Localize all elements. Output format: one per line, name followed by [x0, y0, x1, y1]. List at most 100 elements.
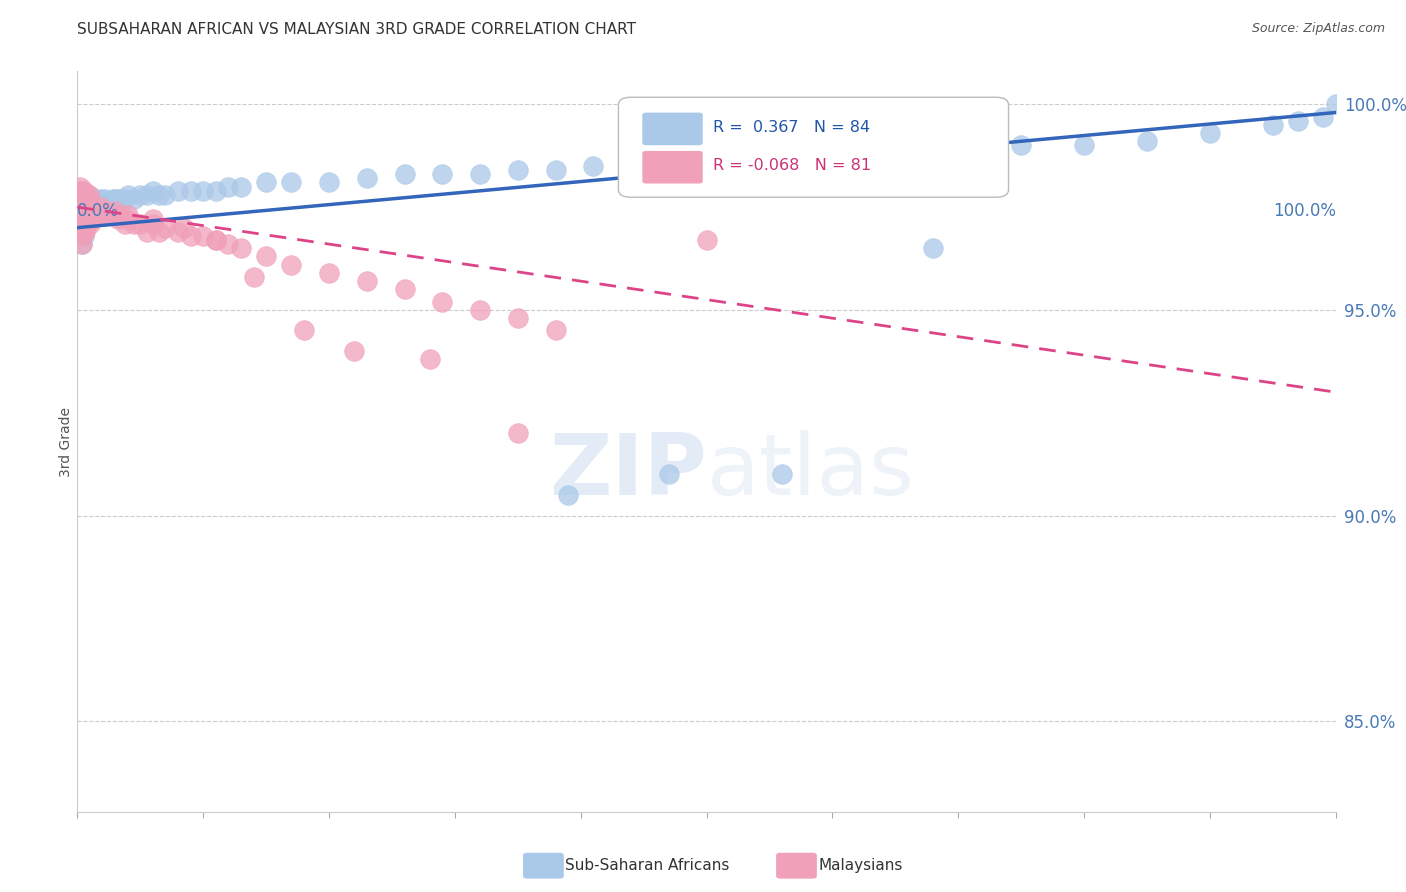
Point — [72, 217, 94, 231]
Point — [155, 220, 177, 235]
Point — [104, 204, 127, 219]
Point — [79, 217, 101, 231]
Point — [70, 228, 93, 243]
Point — [557, 488, 579, 502]
Point — [79, 192, 101, 206]
Text: atlas: atlas — [707, 430, 914, 513]
Point — [97, 208, 120, 222]
Point — [69, 225, 91, 239]
Point — [90, 200, 112, 214]
Point — [506, 426, 529, 441]
Point — [884, 146, 907, 161]
Point — [97, 196, 120, 211]
Point — [1261, 118, 1284, 132]
Point — [1073, 138, 1095, 153]
Point — [69, 187, 91, 202]
Point — [72, 196, 94, 211]
Point — [356, 274, 378, 288]
Point — [191, 184, 215, 198]
Point — [67, 217, 90, 231]
Point — [180, 184, 202, 198]
Text: ZIP: ZIP — [548, 430, 707, 513]
Point — [229, 241, 252, 255]
Point — [280, 258, 302, 272]
Point — [77, 187, 100, 202]
Point — [671, 154, 693, 169]
Point — [114, 192, 136, 206]
Point — [72, 228, 94, 243]
Point — [90, 192, 112, 206]
Point — [72, 225, 94, 239]
Point — [67, 204, 90, 219]
Point — [217, 179, 239, 194]
Point — [101, 208, 124, 222]
Point — [1286, 113, 1309, 128]
Point — [117, 212, 139, 227]
Point — [84, 192, 107, 206]
Point — [1136, 134, 1159, 148]
Point — [84, 204, 107, 219]
Point — [948, 143, 970, 157]
Point — [79, 200, 101, 214]
Point — [82, 212, 104, 227]
Point — [83, 204, 105, 219]
Point — [94, 204, 117, 219]
Point — [104, 192, 127, 206]
Point — [86, 208, 108, 222]
Point — [107, 212, 129, 227]
Point — [67, 187, 90, 202]
Point — [76, 192, 98, 206]
Point — [135, 225, 157, 239]
Point — [922, 241, 945, 255]
Point — [129, 187, 152, 202]
FancyBboxPatch shape — [643, 112, 703, 145]
Point — [468, 302, 491, 317]
Point — [69, 179, 91, 194]
Point — [229, 179, 252, 194]
Point — [167, 225, 190, 239]
Point — [72, 184, 94, 198]
Point — [77, 187, 100, 202]
Point — [87, 196, 110, 211]
Point — [89, 200, 111, 214]
Text: 0.0%: 0.0% — [77, 202, 120, 220]
Point — [318, 266, 340, 280]
Point — [69, 192, 91, 206]
Point — [76, 196, 98, 211]
Point — [75, 192, 97, 206]
Point — [1199, 126, 1222, 140]
Point — [70, 208, 93, 222]
Point — [84, 204, 107, 219]
Text: R = -0.068   N = 81: R = -0.068 N = 81 — [713, 159, 870, 173]
Point — [83, 200, 105, 214]
Point — [148, 225, 170, 239]
Point — [254, 249, 277, 263]
Text: R =  0.367   N = 84: R = 0.367 N = 84 — [713, 120, 870, 136]
Point — [72, 208, 94, 222]
Point — [77, 208, 100, 222]
Point — [292, 323, 315, 337]
Point — [155, 187, 177, 202]
Point — [142, 212, 165, 227]
Point — [91, 196, 114, 211]
Point — [204, 233, 226, 247]
Point — [84, 196, 107, 211]
Point — [582, 159, 605, 173]
Point — [191, 228, 215, 243]
Point — [394, 167, 416, 181]
Point — [834, 146, 856, 161]
Point — [72, 217, 94, 231]
Point — [77, 212, 100, 227]
Point — [180, 228, 202, 243]
Point — [73, 200, 96, 214]
Point — [506, 163, 529, 178]
Point — [72, 237, 94, 252]
Point — [70, 196, 93, 211]
Point — [696, 233, 718, 247]
Text: SUBSAHARAN AFRICAN VS MALAYSIAN 3RD GRADE CORRELATION CHART: SUBSAHARAN AFRICAN VS MALAYSIAN 3RD GRAD… — [77, 22, 637, 37]
Point — [67, 184, 90, 198]
Point — [67, 200, 90, 214]
Point — [87, 204, 110, 219]
FancyBboxPatch shape — [619, 97, 1008, 197]
Point — [217, 237, 239, 252]
